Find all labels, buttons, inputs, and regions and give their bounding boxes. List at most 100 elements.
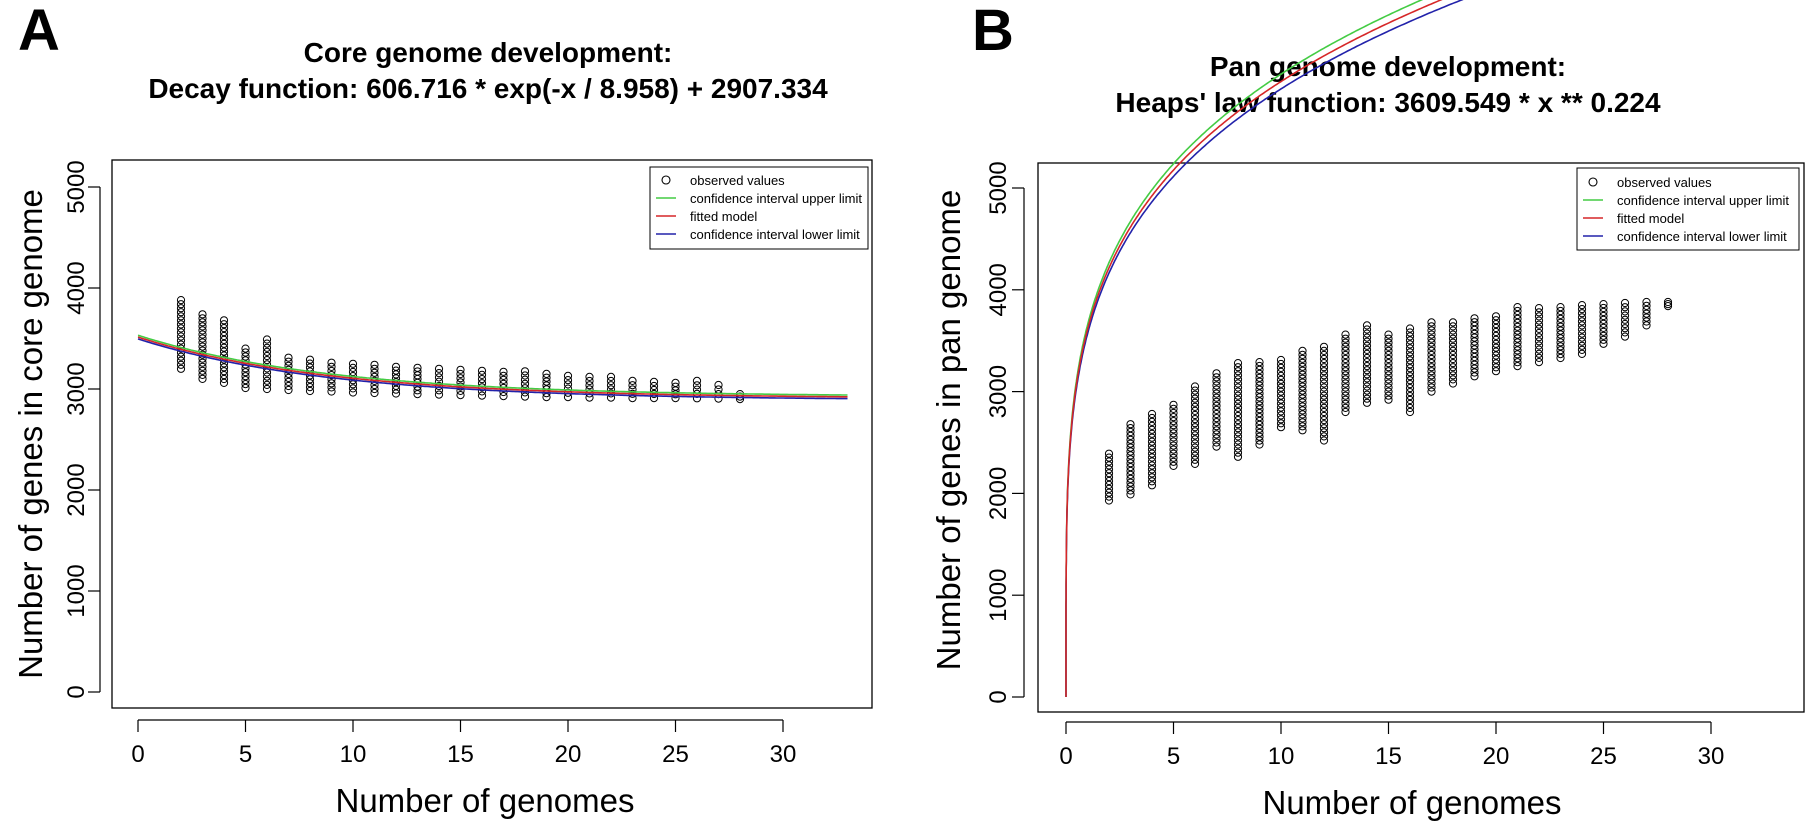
observed-point <box>1298 390 1307 399</box>
observed-point <box>176 352 186 361</box>
observed-point <box>1556 306 1565 316</box>
y-tick-label-b: 3000 <box>985 365 1012 418</box>
observed-point <box>1577 301 1587 310</box>
observed-column-b <box>1599 300 1608 348</box>
observed-column-b <box>1212 369 1221 451</box>
observed-point <box>606 376 616 386</box>
observed-point <box>1448 363 1458 372</box>
observed-point <box>1642 313 1651 322</box>
observed-column-b <box>1341 330 1350 417</box>
observed-column-b <box>1319 342 1329 445</box>
observed-point <box>1620 298 1630 308</box>
observed-point <box>1212 434 1221 443</box>
y-tick-label-b: 4000 <box>985 263 1012 316</box>
observed-point <box>1470 345 1479 354</box>
observed-point <box>1190 439 1200 448</box>
observed-point <box>1126 474 1135 483</box>
panel-letter-a: A <box>18 0 60 63</box>
observed-point <box>1319 367 1329 376</box>
observed-point <box>1212 414 1221 423</box>
observed-point <box>585 372 594 381</box>
observed-point <box>1384 350 1393 360</box>
observed-point <box>1405 324 1415 333</box>
observed-point <box>198 342 207 351</box>
observed-point <box>1599 307 1608 317</box>
observed-point <box>1169 421 1178 430</box>
observed-point <box>1126 420 1135 429</box>
observed-point <box>1384 391 1393 400</box>
observed-point <box>1491 316 1501 325</box>
observed-point <box>1362 321 1372 330</box>
observed-point <box>1534 324 1544 333</box>
observed-point <box>1384 395 1393 404</box>
observed-point <box>1577 337 1587 346</box>
observed-column-b <box>1190 382 1200 468</box>
observed-point <box>649 377 659 386</box>
observed-point <box>1255 401 1264 410</box>
observed-point <box>348 384 358 393</box>
observed-point <box>1362 398 1372 407</box>
observed-point <box>198 330 207 339</box>
observed-point <box>1491 351 1501 360</box>
observed-point <box>1147 453 1157 462</box>
observed-point <box>1513 334 1522 343</box>
observed-point <box>1255 369 1264 378</box>
observed-point <box>1190 451 1200 460</box>
observed-point <box>1448 359 1458 368</box>
legend-label-lower-a: confidence interval lower limit <box>690 227 860 242</box>
observed-point <box>241 368 250 377</box>
observed-point <box>176 304 186 313</box>
observed-point <box>391 370 401 379</box>
observed-point <box>1255 416 1264 426</box>
observed-point <box>1147 433 1157 442</box>
observed-point <box>1577 313 1587 322</box>
observed-point <box>1620 315 1630 324</box>
observed-point <box>1255 389 1264 398</box>
observed-point <box>1147 461 1157 470</box>
observed-point <box>1642 321 1651 330</box>
observed-point <box>1448 346 1458 355</box>
observed-point <box>1298 346 1307 355</box>
observed-point <box>1448 371 1458 380</box>
observed-point <box>1513 303 1522 312</box>
observed-point <box>1577 317 1587 326</box>
x-tick-label-a: 0 <box>131 741 144 768</box>
observed-point <box>1298 398 1307 407</box>
legend-label-upper-b: confidence interval upper limit <box>1617 193 1789 208</box>
observed-point <box>1233 395 1243 404</box>
ci-upper-curve-a <box>137 334 848 396</box>
observed-point <box>1147 477 1157 486</box>
observed-point <box>1233 363 1243 372</box>
observed-point <box>520 367 530 376</box>
observed-point <box>1448 350 1458 360</box>
observed-point <box>1190 406 1200 415</box>
observed-column-a <box>692 376 702 403</box>
observed-point <box>1599 327 1608 336</box>
observed-column-b <box>1233 359 1243 461</box>
observed-point <box>1362 353 1372 363</box>
observed-point <box>1470 337 1479 346</box>
observed-point <box>1448 322 1458 331</box>
observed-point <box>1147 469 1157 478</box>
observed-point <box>305 379 315 388</box>
observed-point <box>1169 449 1178 458</box>
observed-point <box>1147 425 1157 434</box>
observed-point <box>477 370 487 379</box>
observed-point <box>1319 411 1329 421</box>
observed-point <box>1513 318 1522 327</box>
plot-frame-b <box>1037 162 1805 713</box>
observed-point <box>370 360 379 369</box>
observed-point <box>1427 379 1436 388</box>
observed-point <box>1104 476 1114 486</box>
legend-box-a <box>649 166 869 250</box>
observed-point <box>1319 383 1329 392</box>
observed-point <box>1405 340 1415 349</box>
observed-point <box>735 392 745 401</box>
observed-point <box>1470 314 1479 323</box>
observed-point <box>176 324 186 333</box>
observed-point <box>1126 466 1135 476</box>
observed-point <box>1104 480 1114 489</box>
observed-point <box>305 355 315 364</box>
x-tick-label-b: 25 <box>1590 743 1617 770</box>
observed-point <box>284 361 293 370</box>
